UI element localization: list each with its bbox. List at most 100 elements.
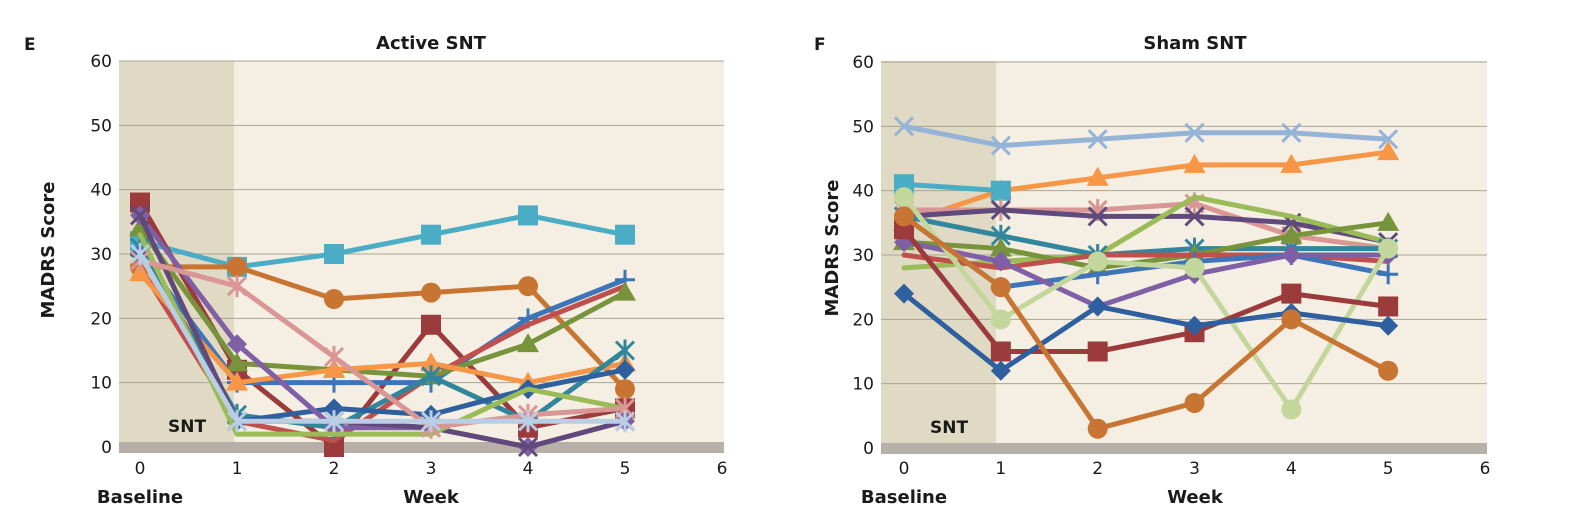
y-tick-label: 30 xyxy=(90,245,112,265)
series-line xyxy=(901,291,1391,374)
data-point xyxy=(1377,211,1400,231)
x-tick-label: 6 xyxy=(717,459,728,479)
data-point xyxy=(614,281,636,301)
data-point xyxy=(1087,296,1108,317)
x-axis-label: Week xyxy=(1167,487,1224,508)
data-point xyxy=(518,276,538,297)
series-line xyxy=(901,239,1391,309)
y-tick-label: 20 xyxy=(90,309,112,329)
data-point xyxy=(1378,360,1399,381)
data-point xyxy=(990,309,1011,330)
data-point xyxy=(990,199,1011,221)
y-tick-label: 30 xyxy=(852,246,874,266)
y-tick-label: 10 xyxy=(852,375,874,395)
series-line xyxy=(901,213,1391,432)
y-tick-label: 60 xyxy=(852,53,874,73)
data-point xyxy=(615,359,635,380)
data-point xyxy=(323,345,345,368)
data-point xyxy=(420,410,442,433)
data-point xyxy=(615,224,635,245)
x-tick-label: 6 xyxy=(1480,459,1491,479)
data-point xyxy=(615,379,635,400)
data-point xyxy=(1184,122,1205,143)
series-group xyxy=(129,192,636,458)
y-tick-label: 50 xyxy=(852,117,874,137)
series-s15 xyxy=(894,206,1399,439)
data-point xyxy=(894,283,914,304)
series-line xyxy=(901,149,1391,226)
data-point xyxy=(1087,251,1108,272)
y-tick-label: 40 xyxy=(852,182,874,202)
series-line xyxy=(901,213,1391,258)
series-line xyxy=(901,207,1391,245)
x-tick-label: 5 xyxy=(620,459,631,479)
series-line xyxy=(901,194,1391,412)
series-p2 xyxy=(130,256,635,400)
series-s12 xyxy=(894,187,1399,420)
data-point xyxy=(420,352,442,372)
x-tick-label: 4 xyxy=(1286,459,1297,479)
y-axis-label: MADRS Score xyxy=(822,180,843,317)
data-point xyxy=(1378,129,1399,150)
data-point xyxy=(226,410,248,433)
treatment-label: SNT xyxy=(930,418,968,438)
data-point xyxy=(1183,153,1206,173)
x-axis-ticks: 0 1 2 3 4 5 6 xyxy=(135,459,728,479)
y-tick-label: 50 xyxy=(90,116,112,136)
data-point xyxy=(129,243,151,265)
data-point xyxy=(1184,315,1205,336)
data-point xyxy=(323,358,345,378)
y-tick-label: 0 xyxy=(863,439,874,459)
x-axis-ticks: 0 1 2 3 4 5 6 xyxy=(899,459,1491,479)
data-point xyxy=(227,256,247,277)
chart-title: Sham SNT xyxy=(1143,33,1247,54)
data-point xyxy=(990,341,1011,362)
data-point xyxy=(1281,399,1302,420)
x-tick-label: 5 xyxy=(1383,459,1394,479)
series-line xyxy=(137,212,628,270)
series-s6 xyxy=(901,194,1391,271)
data-point xyxy=(227,334,247,355)
series-s3 xyxy=(894,174,1011,201)
data-point xyxy=(990,251,1011,272)
chart-title: Active SNT xyxy=(376,33,487,54)
y-tick-label: 40 xyxy=(90,181,112,201)
series-line xyxy=(137,225,628,379)
data-point xyxy=(1281,283,1302,304)
data-point xyxy=(517,410,539,433)
data-point xyxy=(1378,296,1399,317)
data-point xyxy=(990,135,1011,156)
data-point xyxy=(614,410,636,433)
y-tick-label: 10 xyxy=(90,374,112,394)
series-line xyxy=(137,232,628,437)
baseline-label: Baseline xyxy=(861,487,947,508)
data-point xyxy=(1184,257,1205,278)
x-tick-label: 3 xyxy=(426,459,437,479)
data-point xyxy=(421,282,441,303)
data-point xyxy=(1281,245,1302,265)
panel-letter: E xyxy=(24,35,36,55)
series-line xyxy=(137,257,628,431)
data-point xyxy=(1184,206,1205,227)
series-s1 xyxy=(893,116,1399,156)
data-point xyxy=(517,436,539,458)
series-line xyxy=(901,181,1004,194)
data-point xyxy=(518,205,538,226)
data-point xyxy=(614,339,636,362)
data-point xyxy=(893,116,915,137)
y-tick-label: 0 xyxy=(101,438,112,458)
series-s2 xyxy=(893,141,1400,231)
baseline-strip xyxy=(119,442,724,453)
x-tick-label: 4 xyxy=(523,459,534,479)
data-point xyxy=(1378,315,1399,336)
data-point xyxy=(1378,238,1399,259)
data-point xyxy=(129,262,151,282)
x-tick-label: 0 xyxy=(135,459,146,479)
data-point xyxy=(324,398,344,419)
data-point xyxy=(324,244,344,264)
data-point xyxy=(1086,166,1109,186)
data-point xyxy=(129,205,151,226)
data-point xyxy=(226,352,248,372)
series-s14 xyxy=(894,283,1399,381)
x-tick-label: 2 xyxy=(1092,459,1103,479)
